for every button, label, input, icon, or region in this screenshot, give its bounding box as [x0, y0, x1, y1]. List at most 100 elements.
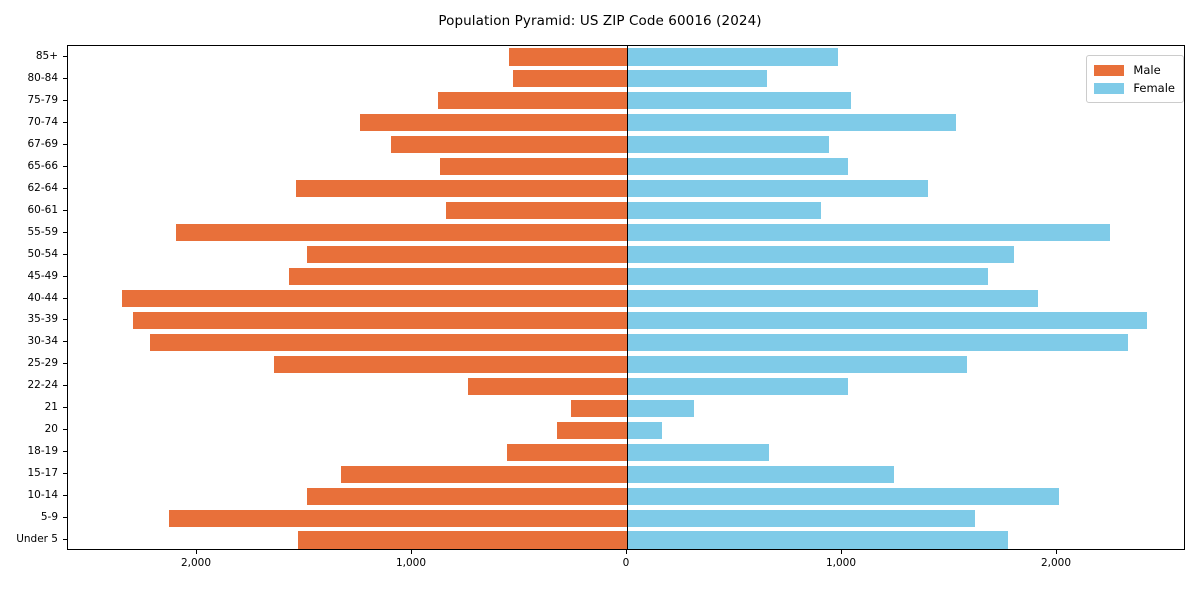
y-tick-label: 15-17 [27, 467, 58, 480]
legend-swatch-male [1094, 64, 1125, 76]
bar-male-45-49 [289, 267, 627, 286]
legend-label-female: Female [1133, 81, 1175, 95]
bars-layer [68, 46, 1184, 549]
bar-male-62-64 [295, 180, 627, 198]
y-tick-label: 80-84 [27, 71, 58, 84]
bar-male-10-14 [306, 487, 627, 505]
x-tick-mark [1056, 550, 1057, 554]
bar-female-22-24 [627, 377, 849, 395]
bar-row [68, 443, 1184, 461]
y-tick-mark [63, 209, 67, 211]
y-tick-label: 25-29 [27, 357, 58, 370]
y-tick-mark [63, 143, 67, 145]
bar-row [68, 355, 1184, 373]
bar-male-21 [571, 399, 627, 417]
bar-female-60-61 [627, 202, 821, 220]
bar-row [68, 377, 1184, 395]
bar-row [68, 399, 1184, 417]
y-tick-mark [63, 363, 67, 365]
bar-female-62-64 [627, 180, 928, 198]
bar-male-85- [508, 48, 627, 66]
y-tick-mark [63, 165, 67, 167]
y-tick-label: 62-64 [27, 181, 58, 194]
bar-male-70-74 [360, 114, 627, 132]
bar-row [68, 92, 1184, 110]
bar-female-55-59 [627, 224, 1110, 242]
bar-row [68, 48, 1184, 66]
bar-female-70-74 [627, 114, 956, 132]
bar-male-40-44 [121, 289, 627, 308]
legend-entry-male[interactable]: Male [1094, 61, 1175, 79]
y-tick-label: 55-59 [27, 225, 58, 238]
bar-row [68, 333, 1184, 351]
y-tick-label: 75-79 [27, 93, 58, 106]
bar-row [68, 311, 1184, 330]
bar-female-18-19 [627, 443, 769, 461]
y-tick-mark [63, 231, 67, 233]
y-tick-label: 65-66 [27, 159, 58, 172]
y-tick-label: 50-54 [27, 247, 58, 260]
x-tick-label: 0 [622, 557, 630, 569]
legend-swatch-female [1094, 82, 1125, 94]
y-tick-label: 18-19 [27, 445, 58, 458]
bar-female-25-29 [627, 355, 967, 373]
bar-row [68, 202, 1184, 220]
legend-label-male: Male [1133, 63, 1161, 77]
y-tick-mark [63, 77, 67, 79]
y-tick-mark [63, 319, 67, 321]
y-tick-mark [63, 517, 67, 519]
bar-row [68, 246, 1184, 264]
bar-female-30-34 [627, 333, 1128, 351]
y-tick-label: 35-39 [27, 313, 58, 326]
y-tick-label: 20 [44, 423, 58, 436]
bar-male-under-5 [298, 531, 627, 549]
x-tick-mark [626, 550, 627, 554]
bar-male-18-19 [506, 443, 627, 461]
bar-female-35-39 [627, 311, 1148, 330]
y-tick-mark [63, 429, 67, 431]
bar-row [68, 509, 1184, 527]
bar-row [68, 70, 1184, 88]
y-tick-mark [63, 297, 67, 299]
y-tick-mark [63, 385, 67, 387]
bar-male-55-59 [175, 224, 627, 242]
bar-row [68, 180, 1184, 198]
bar-female-50-54 [627, 246, 1014, 264]
bar-female-under-5 [627, 531, 1008, 549]
bar-male-20 [557, 421, 627, 439]
x-tick-label: 2,000 [180, 557, 212, 569]
y-tick-label: 5-9 [40, 511, 58, 524]
y-tick-mark [63, 407, 67, 409]
bar-row [68, 465, 1184, 483]
bar-row [68, 487, 1184, 505]
y-tick-mark [63, 55, 67, 57]
x-tick-label: 1,000 [825, 557, 857, 569]
bar-male-50-54 [306, 246, 627, 264]
bar-male-30-34 [149, 333, 627, 351]
y-tick-mark [63, 187, 67, 189]
x-tick-mark [841, 550, 842, 554]
y-tick-mark [63, 495, 67, 497]
x-tick-mark [411, 550, 412, 554]
bar-female-65-66 [627, 158, 849, 176]
y-tick-label: 21 [44, 401, 58, 414]
bar-row [68, 421, 1184, 439]
bar-male-67-69 [390, 136, 627, 154]
bar-row [68, 158, 1184, 176]
bar-female-67-69 [627, 136, 830, 154]
bar-female-40-44 [627, 289, 1038, 308]
y-tick-label: 70-74 [27, 115, 58, 128]
bar-female-80-84 [627, 70, 767, 88]
x-tick-mark [196, 550, 197, 554]
bar-male-75-79 [437, 92, 627, 110]
x-axis: 2,000 1,000 0 1,000 2,000 [67, 550, 1185, 590]
chart-legend: Male Female [1086, 55, 1184, 103]
y-tick-label: 67-69 [27, 137, 58, 150]
bar-male-5-9 [169, 509, 627, 527]
legend-entry-female[interactable]: Female [1094, 79, 1175, 97]
bar-female-15-17 [627, 465, 894, 483]
chart-title: Population Pyramid: US ZIP Code 60016 (2… [438, 13, 762, 29]
y-tick-mark [63, 539, 67, 541]
bar-female-5-9 [627, 509, 976, 527]
plot-area [67, 45, 1185, 550]
